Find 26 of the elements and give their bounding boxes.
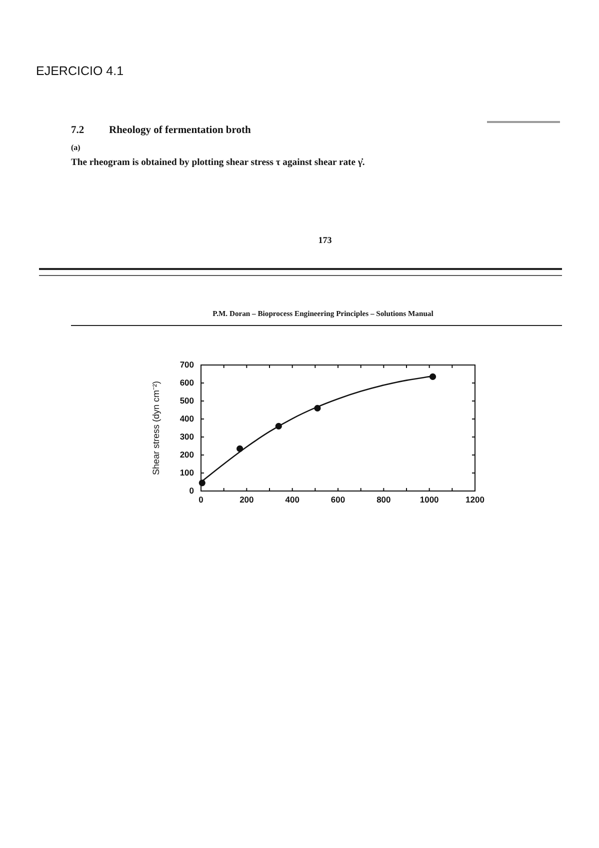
- x-tick-label: 1200: [466, 494, 485, 504]
- y-tick-label: 200: [180, 449, 194, 460]
- x-tick-label: 1000: [420, 494, 440, 504]
- point: [198, 480, 206, 486]
- text: EJERCICIO 4.1: [36, 64, 124, 78]
- point: [236, 445, 244, 452]
- x-tick-label: 200: [240, 494, 254, 504]
- x-tick-label: 600: [330, 494, 346, 504]
- y-tick-label: 100: [180, 467, 194, 478]
- y-tick-label: 300: [180, 431, 194, 442]
- y-tick-label: 400: [180, 413, 194, 424]
- y-tick-label: 700: [180, 359, 194, 370]
- point: [275, 422, 282, 430]
- x-tick-label: 0: [198, 494, 204, 504]
- text: 173: [318, 235, 332, 245]
- point: [314, 404, 321, 412]
- y-tick-label: 500: [180, 395, 194, 406]
- x-tick-label: 800: [376, 494, 392, 504]
- y-tick-label: 0: [189, 485, 194, 496]
- point: [429, 373, 436, 380]
- text: 7.2 Rheology of fermentation broth: [71, 125, 251, 136]
- text: The rheogram is obtained by plotting shear stress τ against shear rate γ̇.: [71, 157, 365, 168]
- text: (a): [71, 143, 80, 152]
- y-axis-title: Shear stress (dyn cm⁻²): [150, 380, 161, 476]
- y-tick-label: 600: [180, 377, 194, 388]
- x-tick-label: 400: [285, 494, 300, 504]
